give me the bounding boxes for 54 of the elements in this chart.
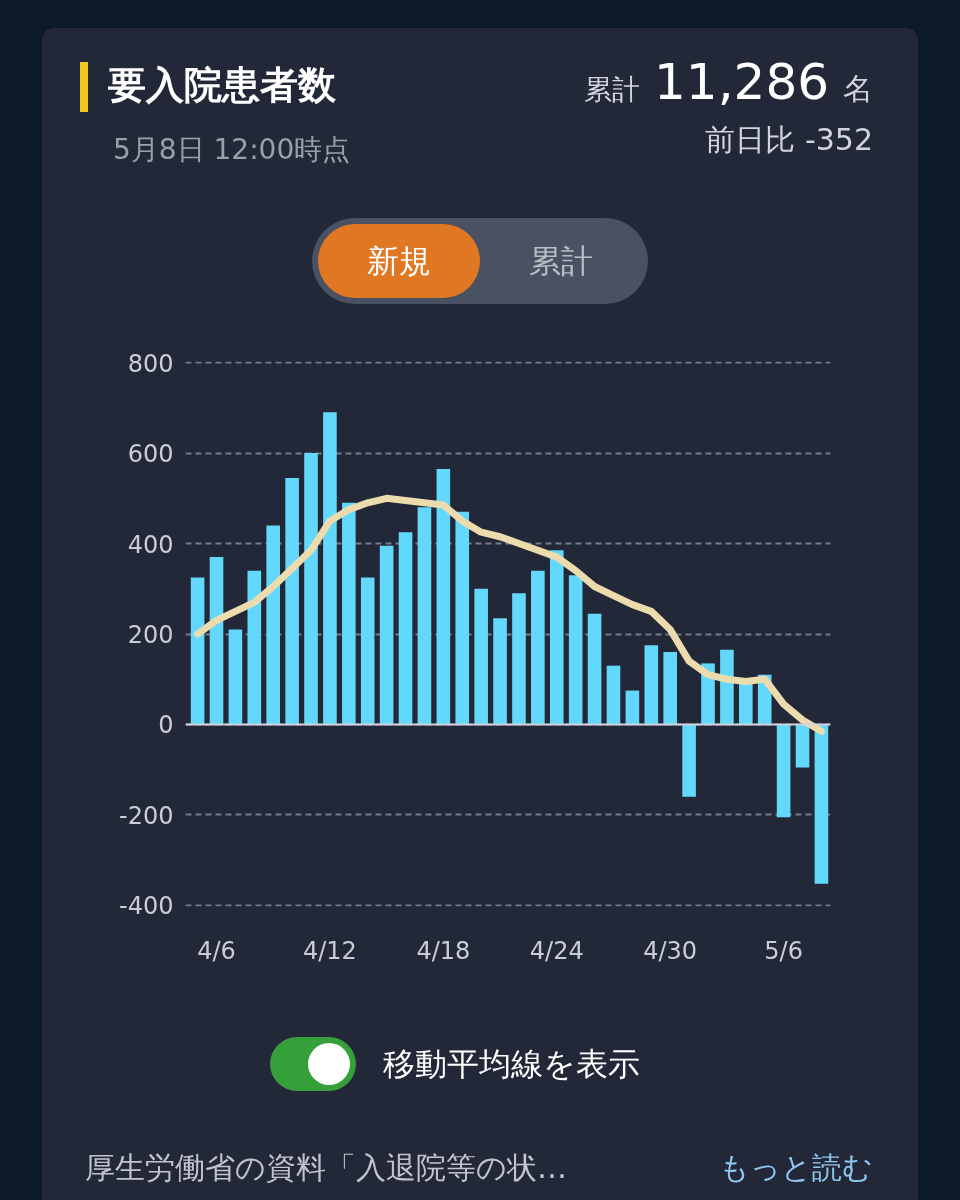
chart-subtitle: 5月8日 12:00時点 [113,132,351,168]
bar [606,665,621,725]
text: 累計 [584,72,641,108]
bar [512,593,526,725]
bar [739,683,753,725]
bar [644,645,659,725]
x-tick-label: 4/18 [416,936,471,965]
bar [776,724,791,818]
x-tick-label: 4/30 [643,936,698,965]
chart-title: 要入院患者数 [108,62,336,109]
bar [587,613,602,725]
bar [304,453,318,725]
y-tick-label: -200 [119,801,174,830]
y-tick-label: 200 [127,621,174,649]
bar [379,545,394,725]
bar [342,502,356,725]
bar [474,588,488,725]
y-tick-label: -400 [119,892,174,921]
bar [795,724,810,768]
bar [625,690,640,725]
bar [814,724,829,884]
bar [266,525,281,725]
bar [323,412,337,725]
bar [436,468,451,725]
bar [531,570,545,725]
x-tick-label: 4/6 [197,936,236,965]
bar [228,629,243,725]
bar [568,575,583,725]
bar [398,532,413,725]
text: 11,286 [654,52,829,113]
text: 厚生労働省の資料「入退院等の状… [85,1149,567,1187]
y-tick-label: 800 [127,349,174,378]
bar [285,477,299,725]
bar [360,577,375,725]
bar [417,507,432,725]
bar [663,652,677,725]
text: もっと読む [719,1149,873,1187]
y-tick-label: 0 [158,711,174,740]
text: 新規 [318,224,480,298]
x-tick-label: 4/24 [529,936,584,965]
y-tick-label: 400 [127,530,174,559]
text: 前日比 -352 [705,121,873,159]
y-tick-label: 600 [127,440,174,469]
text: 累計 [528,241,594,282]
bar [682,724,696,797]
bar [209,557,224,725]
bar [549,550,564,725]
text: 名 [843,70,873,108]
bar [455,511,470,725]
x-tick-label: 4/12 [302,936,357,965]
x-tick-label: 5/6 [764,936,803,965]
text: 移動平均線を表示 [383,1044,640,1085]
bar [493,618,507,725]
bar [190,577,205,725]
